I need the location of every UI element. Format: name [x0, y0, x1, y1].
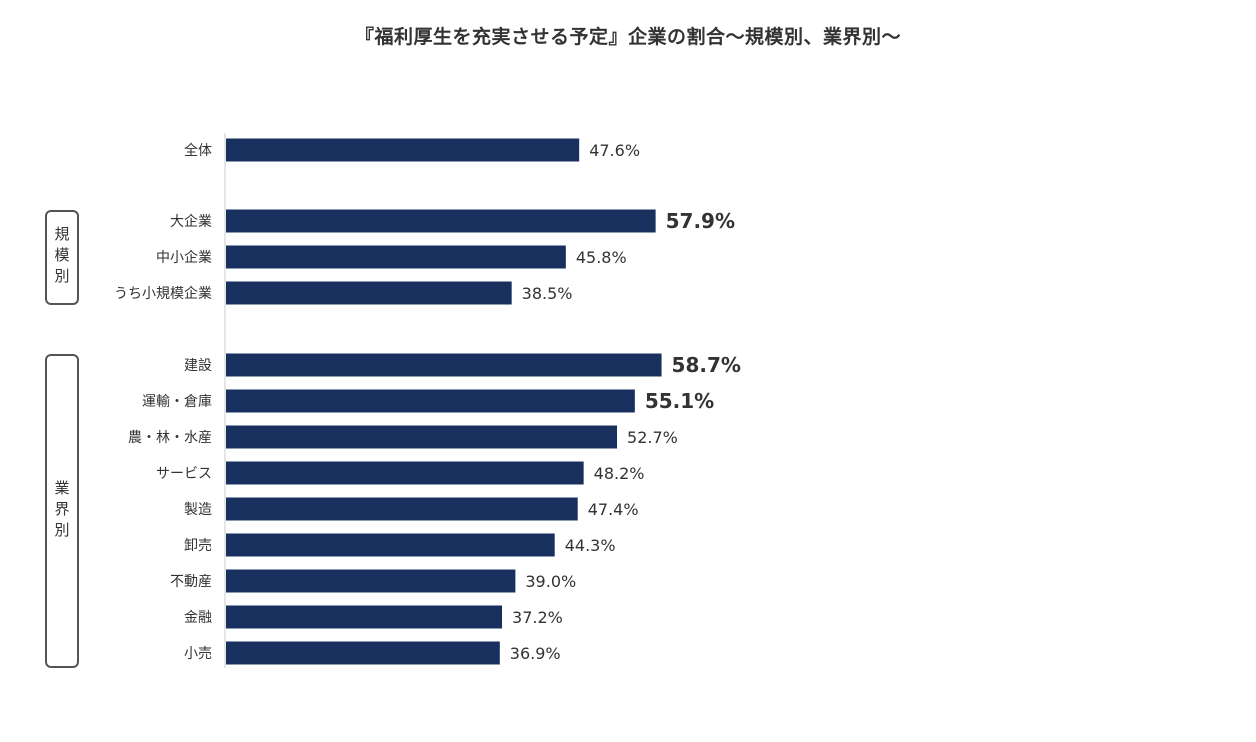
value-label: 38.5%: [522, 284, 573, 303]
bar: [226, 605, 503, 629]
value-label: 44.3%: [565, 536, 616, 555]
value-label: 45.8%: [576, 248, 627, 267]
value-label: 58.7%: [672, 353, 741, 377]
value-label: 57.9%: [666, 209, 735, 233]
bar: [226, 281, 512, 305]
group-label-size: 規模別: [52, 226, 71, 289]
bar: [226, 569, 516, 593]
group-bracket-size: 規模別: [45, 210, 79, 305]
category-label: 農・林・水産: [128, 430, 212, 446]
category-label: 金融: [184, 610, 212, 626]
category-label: 製造: [184, 502, 212, 518]
category-label: うち小規模企業: [114, 285, 212, 302]
value-label: 36.9%: [510, 644, 561, 663]
category-label: 建設: [184, 358, 212, 374]
category-label: 不動産: [170, 574, 212, 590]
bar: [226, 641, 500, 665]
group-label-industry: 業界別: [52, 479, 71, 543]
chart-title: 『福利厚生を充実させる予定』企業の割合〜規模別、業界別〜: [354, 26, 901, 48]
value-label: 47.6%: [589, 141, 640, 160]
bar: [226, 425, 618, 449]
value-label: 48.2%: [594, 464, 645, 483]
bar: [226, 353, 662, 377]
value-label: 52.7%: [627, 428, 678, 447]
bar: [226, 245, 566, 269]
category-label: 小売: [184, 646, 212, 662]
value-label: 37.2%: [512, 608, 563, 627]
bar: [226, 209, 656, 233]
group-bracket-industry: 業界別: [45, 354, 79, 668]
value-label: 39.0%: [525, 572, 576, 591]
value-label: 55.1%: [645, 389, 714, 413]
category-label: 運輸・倉庫: [142, 393, 212, 410]
category-label: 中小企業: [156, 249, 212, 266]
category-label: サービス: [156, 466, 212, 482]
bar: [226, 138, 580, 162]
bar: [226, 497, 578, 521]
bar: [226, 461, 584, 485]
category-label: 大企業: [170, 213, 212, 230]
category-label: 卸売: [184, 538, 212, 554]
value-label: 47.4%: [588, 500, 639, 519]
bar: [226, 389, 635, 413]
category-label: 全体: [184, 142, 212, 159]
bar: [226, 533, 555, 557]
